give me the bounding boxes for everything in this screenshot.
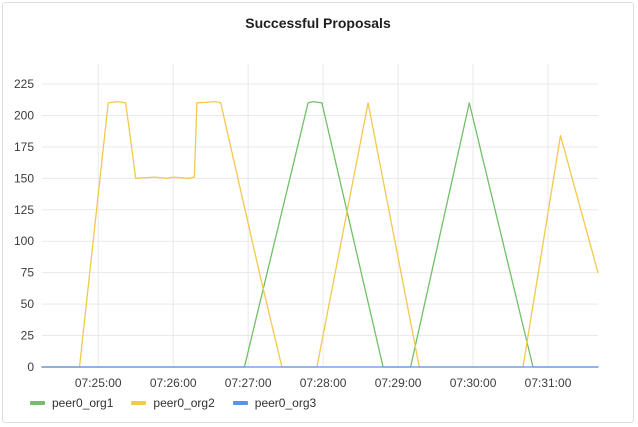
x-tick-label: 07:29:00 — [375, 376, 422, 390]
x-tick-label: 07:27:00 — [225, 376, 272, 390]
y-tick-label: 75 — [21, 266, 35, 280]
legend-item-peer0-org1[interactable]: peer0_org1 — [30, 396, 113, 410]
series-lines — [41, 100, 599, 368]
x-tick-label: 07:28:00 — [300, 376, 347, 390]
y-tick-label: 200 — [14, 108, 34, 122]
legend-item-peer0-org2[interactable]: peer0_org2 — [131, 396, 215, 410]
grid — [42, 64, 598, 368]
y-tick-label: 0 — [27, 360, 34, 374]
y-tick-label: 150 — [14, 171, 34, 185]
panel-title: Successful Proposals — [245, 15, 391, 31]
y-tick-label: 175 — [14, 140, 34, 154]
legend-label-peer0-org3: peer0_org3 — [254, 396, 317, 410]
legend-item-peer0-org3[interactable]: peer0_org3 — [232, 396, 317, 410]
y-tick-label: 100 — [14, 234, 34, 248]
y-tick-label: 25 — [21, 329, 35, 343]
y-axis: 0 25 50 75 100 125 150 175 200 225 — [14, 77, 34, 374]
series-line-peer0-org2[interactable] — [41, 100, 599, 368]
series-line-peer0-org1[interactable] — [41, 100, 599, 368]
y-tick-label: 125 — [14, 203, 34, 217]
y-tick-label: 50 — [21, 297, 35, 311]
legend-swatch-peer0-org1 — [30, 401, 45, 405]
legend: peer0_org1 peer0_org2 peer0_org3 — [30, 394, 316, 412]
x-axis: 07:25:00 07:26:00 07:27:00 07:28:00 07:29:00… — [75, 376, 572, 390]
y-tick-label: 225 — [14, 77, 34, 91]
chart-panel: Successful Proposals — [2, 2, 634, 423]
legend-swatch-peer0-org3 — [232, 401, 248, 405]
x-tick-label: 07:30:00 — [450, 376, 497, 390]
x-tick-label: 07:25:00 — [75, 376, 122, 390]
x-tick-label: 07:31:00 — [525, 376, 572, 390]
legend-label-peer0-org1: peer0_org1 — [52, 396, 114, 410]
x-tick-label: 07:26:00 — [150, 376, 197, 390]
legend-swatch-peer0-org2 — [131, 401, 147, 405]
legend-label-peer0-org2: peer0_org2 — [153, 396, 215, 410]
